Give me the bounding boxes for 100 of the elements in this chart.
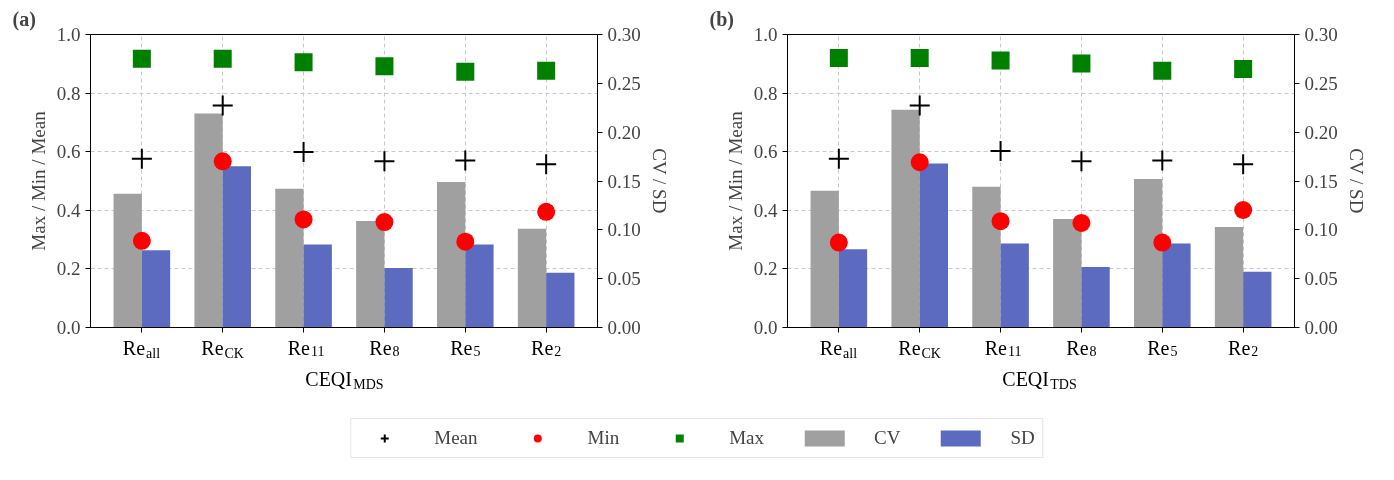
y-tick-label: 0.4	[753, 199, 778, 221]
point	[829, 48, 848, 67]
point	[211, 94, 234, 117]
y2-tick-label: 0.20	[1304, 121, 1338, 143]
point	[991, 212, 1010, 231]
point	[454, 149, 477, 172]
legend-label: SD	[1010, 426, 1035, 449]
point	[292, 140, 315, 163]
point	[1072, 54, 1091, 73]
x-tick-label: Re5	[1147, 337, 1178, 360]
bar	[113, 193, 142, 328]
x-tick-label: Re2	[1228, 337, 1259, 360]
point	[1232, 153, 1255, 176]
point	[910, 48, 929, 67]
bar	[194, 113, 223, 328]
y2-tick-label: 0.05	[1304, 268, 1338, 290]
point	[294, 53, 313, 72]
bar	[546, 272, 575, 328]
point	[213, 49, 232, 68]
point	[1072, 213, 1091, 232]
point	[1151, 149, 1174, 172]
point	[1153, 233, 1172, 252]
y2-tick-label: 0.10	[1304, 219, 1338, 241]
y-tick-label: 0.8	[753, 82, 778, 104]
point	[294, 210, 313, 229]
y2-tick-label: 0.25	[607, 72, 641, 94]
bar	[141, 250, 171, 328]
y-tick-label: 0.8	[56, 82, 81, 104]
y-axis-title: Max / Min / Mean	[724, 110, 746, 251]
y-tick-label: 1.0	[56, 24, 81, 45]
y2-axis-title: CV / SD	[1345, 148, 1367, 214]
chart-title: (a)	[12, 7, 36, 31]
y2-tick-label: 0.00	[607, 317, 641, 338]
y-tick-label: 0.2	[56, 258, 81, 280]
y-tick-label: 0.0	[753, 317, 778, 338]
y2-tick-label: 0.20	[607, 121, 641, 143]
bar	[1133, 179, 1163, 328]
y-axis-title: Max / Min / Mean	[27, 110, 49, 251]
point	[132, 49, 151, 68]
point	[829, 233, 848, 252]
y2-tick-label: 0.15	[1304, 170, 1338, 192]
bar	[972, 186, 1001, 328]
y2-tick-label: 0.30	[607, 24, 641, 45]
bar	[275, 188, 304, 328]
x-tick-label: Re8	[1066, 337, 1097, 360]
point	[991, 51, 1010, 70]
bar	[356, 221, 385, 328]
y2-tick-label: 0.05	[607, 268, 641, 290]
y2-tick-label: 0.00	[1304, 317, 1338, 338]
point	[910, 153, 929, 172]
bar	[303, 244, 332, 328]
point	[535, 153, 558, 176]
legend-label: Max	[729, 426, 765, 449]
y-tick-label: 0.6	[56, 141, 81, 163]
point	[456, 232, 475, 251]
point	[1234, 60, 1253, 79]
bar	[465, 244, 494, 328]
x-tick-label: Re8	[369, 337, 400, 360]
point	[1070, 150, 1093, 173]
x-tick-label: Re11	[984, 337, 1022, 360]
point	[537, 202, 556, 221]
bar	[1162, 243, 1191, 328]
bar	[1053, 219, 1082, 328]
point	[375, 213, 394, 231]
bar	[1000, 243, 1029, 328]
y-tick-label: 0.0	[56, 317, 81, 338]
x-tick-label: Re11	[287, 337, 325, 360]
bar	[384, 267, 413, 328]
point	[827, 147, 850, 170]
y2-tick-label: 0.10	[607, 219, 641, 241]
point	[537, 61, 556, 80]
point	[908, 94, 931, 117]
point	[989, 140, 1012, 163]
point	[375, 57, 394, 76]
bar	[517, 228, 547, 328]
point	[213, 152, 232, 171]
bar	[1081, 266, 1110, 328]
y2-tick-label: 0.15	[607, 170, 641, 192]
y-tick-label: 0.2	[753, 258, 778, 280]
legend-label: CV	[874, 426, 901, 449]
bar	[1243, 271, 1272, 328]
y-tick-label: 1.0	[753, 24, 778, 45]
point	[132, 231, 151, 250]
x-tick-label: Re5	[450, 337, 481, 360]
point	[1153, 61, 1172, 80]
y2-tick-label: 0.30	[1304, 24, 1338, 45]
bar	[810, 190, 839, 328]
bar	[838, 249, 868, 328]
point	[373, 150, 396, 173]
bar	[1214, 226, 1244, 328]
bar	[891, 109, 920, 328]
x-tick-label: Re2	[531, 337, 562, 360]
point	[130, 147, 153, 170]
legend-label: Min	[587, 426, 620, 449]
y-tick-label: 0.4	[56, 199, 81, 221]
point	[1234, 201, 1253, 219]
point	[456, 62, 475, 81]
bar	[919, 163, 949, 328]
chart-title: (b)	[709, 7, 734, 31]
bar	[436, 181, 466, 328]
